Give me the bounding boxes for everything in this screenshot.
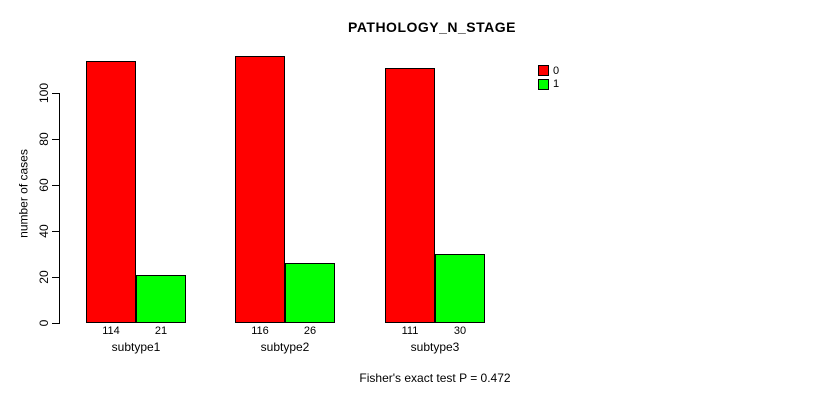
legend-label: 1	[553, 78, 560, 90]
y-tick	[52, 230, 59, 232]
bar-value-label: 116	[251, 325, 269, 337]
category-label-subtype2: subtype2	[260, 340, 310, 354]
bar-value-label: 114	[102, 325, 120, 337]
y-axis-line	[58, 93, 60, 324]
y-tick-label: 0	[37, 319, 51, 327]
bar-subtype1-group1	[136, 275, 186, 323]
legend-swatch-icon	[538, 65, 549, 76]
legend-item-0: 0	[538, 65, 578, 76]
y-tick-label: 100	[37, 82, 51, 104]
bar-value-label: 30	[453, 325, 467, 337]
y-tick	[52, 322, 59, 324]
y-tick	[52, 92, 59, 94]
legend-swatch-icon	[538, 78, 549, 90]
stat-test-annotation: Fisher's exact test P = 0.472	[359, 371, 511, 385]
y-tick-label: 40	[37, 224, 51, 238]
bar-subtype2-group1	[285, 263, 335, 323]
y-tick	[52, 138, 59, 140]
bar-value-label: 26	[303, 325, 317, 337]
category-label-subtype3: subtype3	[410, 340, 460, 354]
y-tick	[52, 184, 59, 186]
chart-title: PATHOLOGY_N_STAGE	[348, 19, 516, 35]
bar-subtype3-group0	[385, 68, 435, 323]
bar-subtype3-group1	[435, 254, 485, 323]
legend-item-1: 1	[538, 78, 578, 90]
y-tick	[52, 276, 59, 278]
bar-value-label: 111	[401, 325, 419, 337]
y-tick-label: 20	[37, 270, 51, 284]
legend-label: 0	[553, 64, 560, 77]
bar-subtype2-group0	[235, 56, 285, 323]
y-axis-label: number of cases	[16, 149, 31, 238]
y-tick-label: 80	[37, 132, 51, 146]
category-label-subtype1: subtype1	[111, 340, 161, 354]
y-tick-label: 60	[37, 178, 51, 192]
bar-value-label: 21	[154, 325, 168, 337]
bar-subtype1-group0	[86, 61, 136, 323]
